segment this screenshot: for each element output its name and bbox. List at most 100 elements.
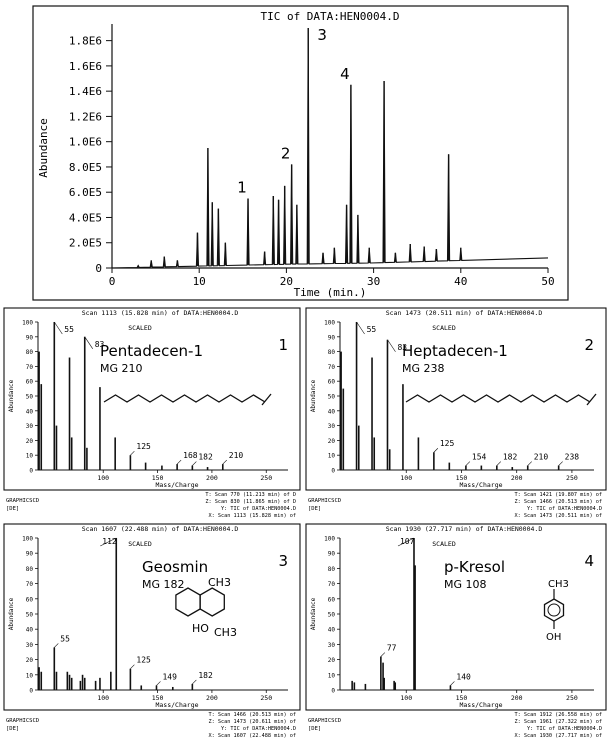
tic-y-tick-label: 1.4E6 [69, 85, 102, 98]
spectrum-y-tick-label: 50 [26, 612, 34, 619]
tic-y-tick-label: 2.0E5 [69, 237, 102, 250]
spectrum-footer-left: GRAPHICSCD [6, 498, 39, 504]
tic-x-tick-label: 30 [367, 275, 380, 288]
spectrum-label-leader [156, 681, 161, 686]
spectrum-footer-left: GRAPHICSCD [308, 718, 341, 724]
spectrum-y-tick-label: 0 [331, 468, 335, 475]
spectrum-footer-right: Y: TIC of DATA:HEN0004.D [221, 506, 296, 512]
spectrum-y-tick-label: 50 [26, 394, 34, 401]
spectrum-peak-label: 112 [102, 537, 117, 546]
spectrum-y-tick-label: 40 [26, 627, 34, 634]
spectrum-y-tick-label: 80 [328, 349, 336, 356]
spectrum-x-axis-label: Mass/Charge [459, 701, 502, 709]
spectrum-peak-label: 210 [534, 453, 549, 462]
spectrum-footer-left: [DE] [6, 726, 19, 732]
spectrum-y-tick-label: 60 [26, 596, 34, 603]
spectrum-frame [3, 523, 301, 711]
tic-trace-line [111, 27, 549, 269]
spectrum-y-axis-label: Abundance [310, 379, 317, 412]
spectrum-peak-label: 182 [198, 453, 213, 462]
spectrum-y-tick-label: 30 [26, 423, 34, 430]
spectrum-label-leader [356, 321, 365, 335]
spectrum-header: Scan 1473 (20.511 min) of DATA:HEN0004.D [386, 309, 543, 317]
spectrum-y-tick-label: 100 [324, 536, 335, 543]
spectrum-label-leader [450, 681, 455, 686]
spectrum-y-tick-label: 60 [26, 379, 34, 386]
geosmin-ch3-top: CH3 [208, 576, 231, 589]
mass-spectrum-4: Scan 1930 (27.717 min) of DATA:HEN0004.D… [305, 523, 607, 739]
spectrum-y-tick-label: 80 [26, 349, 34, 356]
spectrum-y-tick-label: 100 [22, 320, 33, 327]
spectrum-y-tick-label: 0 [29, 468, 33, 475]
geosmin-ring-left [175, 587, 201, 617]
spectrum-peak-label: 83 [95, 340, 105, 349]
spectrum-peak-label: 55 [64, 325, 74, 334]
spectrum-x-tick-label: 200 [511, 474, 523, 482]
spectrum-x-tick-label: 100 [400, 474, 412, 482]
kresol-ch3: CH3 [548, 579, 569, 590]
spectrum-footer-left: [DE] [308, 726, 321, 732]
spectrum-scaled-label: SCALED [432, 540, 456, 548]
spectrum-x-tick-label: 250 [260, 694, 272, 702]
spectrum-y-tick-label: 10 [328, 672, 336, 679]
tic-x-tick-label: 20 [280, 275, 293, 288]
spectrum-peak-label: 125 [136, 442, 151, 451]
spectrum-x-axis-label: Mass/Charge [155, 481, 198, 489]
spectrum-x-tick-label: 100 [97, 474, 109, 482]
tic-y-tick-label: 1.6E6 [69, 60, 102, 73]
spectrum-scaled-label: SCALED [128, 324, 152, 332]
tic-y-tick-label: 6.0E5 [69, 186, 102, 199]
spectrum-y-tick-label: 100 [22, 536, 33, 543]
tic-x-tick-label: 0 [109, 275, 116, 288]
spectrum-label-leader [433, 448, 439, 453]
spectrum-peak-label: 140 [456, 672, 471, 681]
spectrum-label-leader [192, 679, 197, 685]
spectrum-footer-right: Y: TIC of DATA:HEN0004.D [221, 726, 296, 732]
spectrum-footer-right: X: Scan 1930 (27.717 min) of [515, 733, 602, 739]
compound-mg: MG 238 [402, 362, 445, 375]
spectrum-footer-right: Z: Scan 830 (11.865 min) of D [205, 499, 296, 505]
tic-y-tick-label: 1.0E6 [69, 136, 102, 149]
spectrum-frame [305, 307, 607, 491]
tic-x-tick-label: 40 [454, 275, 467, 288]
spectrum-y-tick-label: 40 [328, 408, 336, 415]
spectrum-y-tick-label: 90 [328, 551, 336, 558]
spectrum-label-leader [397, 537, 415, 547]
spectrum-y-tick-label: 100 [324, 320, 335, 327]
spectrum-footer-right: T: Scan 1466 (20.513 min) of [209, 712, 296, 718]
spectrum-scaled-label: SCALED [432, 324, 456, 332]
spectrum-y-tick-label: 10 [26, 453, 34, 460]
spectrum-x-tick-label: 150 [152, 694, 164, 702]
spectrum-label-leader [54, 321, 63, 335]
spectrum-x-tick-label: 150 [456, 694, 468, 702]
spectrum-y-tick-label: 50 [328, 394, 336, 401]
spectrum-frame [305, 523, 607, 711]
tic-title: TIC of DATA:HEN0004.D [260, 10, 399, 23]
spectrum-footer-left: [DE] [308, 506, 321, 512]
spectrum-label-leader [100, 537, 117, 547]
spectrum-x-tick-label: 250 [566, 474, 578, 482]
spectrum-y-tick-label: 30 [328, 423, 336, 430]
spectrum-footer-right: Y: TIC of DATA:HEN0004.D [527, 506, 602, 512]
spectrum-label-leader [527, 461, 532, 466]
tic-y-tick-label: 1.8E6 [69, 35, 102, 48]
spectrum-y-tick-label: 70 [328, 581, 336, 588]
spectrum-footer-right: Z: Scan 1473 (20.611 min) of [209, 719, 296, 725]
spectrum-footer-right: X: Scan 1607 (22.488 min) of [209, 733, 296, 739]
tic-y-tick-label: 1.2E6 [69, 110, 102, 123]
spectrum-footer-right: Z: Scan 1466 (20.513 min) of [515, 499, 602, 505]
spectrum-footer-right: T: Scan 1421 (19.807 min) of [515, 492, 602, 498]
spectrum-footer-right: T: Scan 770 (11.213 min) of D [205, 492, 296, 498]
spectrum-y-tick-label: 90 [26, 334, 34, 341]
spectrum-label-leader [84, 336, 93, 349]
tic-x-tick-label: 10 [193, 275, 206, 288]
spectrum-y-tick-label: 90 [328, 334, 336, 341]
spectrum-peak-label: 154 [472, 453, 487, 462]
spectrum-y-tick-label: 80 [328, 566, 336, 573]
alkene-chain-structure [103, 394, 266, 403]
spectrum-peak-label: 182 [198, 671, 213, 680]
spectrum-peak-label: 125 [136, 656, 151, 665]
mass-spectrum-1: Scan 1113 (15.828 min) of DATA:HEN0004.D… [3, 307, 301, 519]
geosmin-ho: HO [192, 622, 209, 635]
spectrum-y-tick-label: 70 [26, 581, 34, 588]
